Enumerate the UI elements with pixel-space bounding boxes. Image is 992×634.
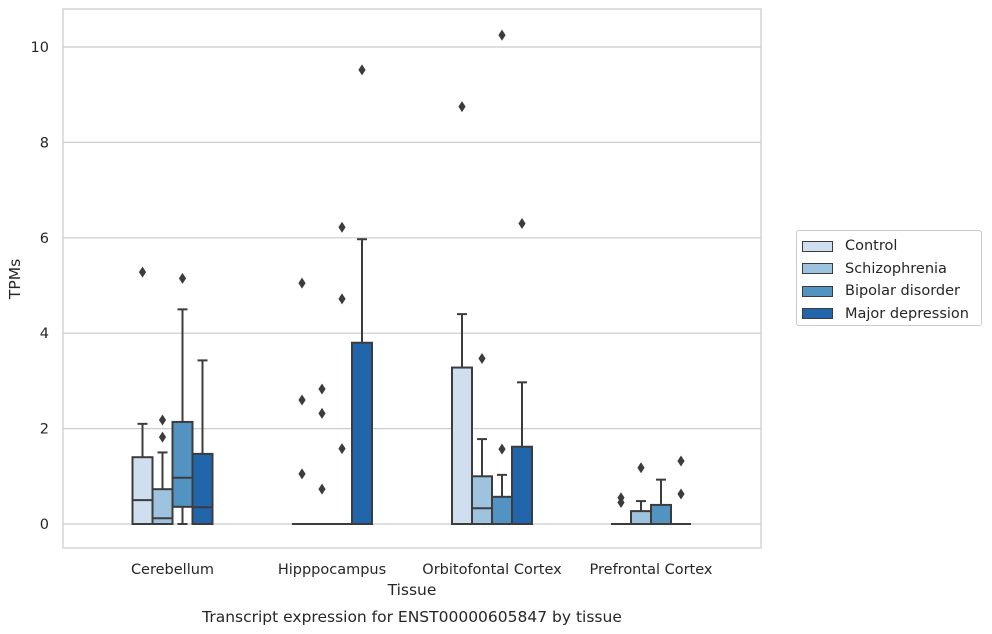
box-body (491, 495, 513, 526)
y-tick-label: 2 (40, 422, 49, 438)
x-tick-label: Hipppocampus (278, 562, 386, 578)
legend-swatch (802, 263, 833, 275)
x-axis-label: Tissue (387, 581, 437, 599)
outlier-point (178, 272, 187, 284)
y-axis-label: TPMs (6, 259, 24, 300)
box-bipolar-disorder (491, 29, 513, 526)
y-tick-label: 4 (40, 326, 49, 342)
x-tick-label: Orbitofontal Cortex (422, 562, 562, 578)
box-schizophrenia (630, 462, 652, 526)
chart-caption: Transcript expression for ENST0000060584… (201, 608, 622, 626)
outlier-point (518, 217, 526, 229)
box-body (511, 445, 533, 526)
box-major-depression (671, 455, 691, 525)
box-body (650, 503, 672, 526)
legend-item: Bipolar disorder (797, 280, 981, 303)
x-tick-labels: Cerebellum Hipppocampus Orbitofontal Corte… (131, 562, 713, 578)
box-schizophrenia (471, 352, 493, 525)
box-control (131, 266, 154, 525)
x-tick-label: Cerebellum (131, 562, 214, 578)
box-body (351, 341, 373, 525)
outlier-point (318, 407, 326, 419)
legend-item: Control (797, 235, 981, 258)
outlier-point (298, 468, 306, 480)
y-tick-label: 10 (31, 40, 49, 56)
legend-label: Schizophrenia (845, 260, 947, 277)
outlier-point (158, 414, 167, 426)
outlier-point (158, 431, 167, 443)
outlier-point (338, 221, 346, 233)
outlier-point (498, 443, 506, 455)
outlier-point (677, 455, 685, 467)
y-tick-label: 8 (40, 135, 49, 151)
outlier-point (138, 266, 147, 278)
legend-swatch (802, 240, 833, 252)
box-body (131, 456, 154, 525)
box-schizophrenia (151, 414, 174, 525)
legend-swatch (802, 308, 833, 320)
outlier-point (358, 64, 366, 76)
outlier-point (318, 383, 326, 395)
box-control (292, 277, 312, 525)
legend-item: Schizophrenia (797, 258, 981, 281)
legend-label: Bipolar disorder (845, 283, 960, 300)
box-body (191, 452, 214, 526)
outlier-point (338, 293, 346, 305)
legend-label: Control (845, 238, 898, 255)
outlier-point (458, 101, 466, 113)
box-body (471, 475, 493, 525)
outlier-point (318, 483, 326, 495)
grid-lines (63, 46, 761, 525)
box-major-depression (191, 359, 214, 526)
box-schizophrenia (312, 383, 332, 525)
legend-item: Major depression (797, 303, 981, 326)
legend-label: Major depression (845, 305, 969, 322)
box-major-depression (351, 64, 373, 525)
box-body (171, 420, 194, 508)
outlier-point (498, 29, 506, 41)
x-tick-label: Prefrontal Cortex (590, 562, 713, 578)
box-bipolar-disorder (171, 272, 194, 525)
outlier-point (298, 277, 306, 289)
outlier-point (617, 497, 625, 509)
box-body (451, 366, 473, 525)
box-major-depression (511, 217, 533, 526)
outlier-point (637, 462, 645, 474)
plot-frame (62, 8, 762, 549)
outlier-point (677, 488, 685, 500)
y-tick-label: 0 (40, 517, 49, 533)
y-tick-label: 6 (40, 231, 49, 247)
outlier-point (478, 352, 486, 364)
box-control (451, 101, 473, 525)
legend-swatch (802, 285, 833, 297)
box-bipolar-disorder (332, 221, 352, 525)
box-control (611, 492, 631, 525)
outlier-point (298, 394, 306, 406)
box-plots (131, 29, 691, 526)
y-tick-labels: 0 2 4 6 8 10 (31, 40, 49, 533)
legend: Control Schizophrenia Bipolar disorder Majo… (796, 230, 982, 326)
box-body (630, 510, 652, 526)
box-bipolar-disorder (650, 478, 672, 526)
outlier-point (338, 443, 346, 455)
